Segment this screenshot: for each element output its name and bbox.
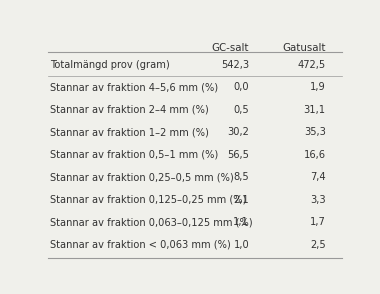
Text: 1,7: 1,7 [310,217,326,227]
Text: Stannar av fraktion 1–2 mm (%): Stannar av fraktion 1–2 mm (%) [51,127,209,137]
Text: 35,3: 35,3 [304,127,326,137]
Text: 2,5: 2,5 [310,240,326,250]
Text: Totalmängd prov (gram): Totalmängd prov (gram) [51,60,170,70]
Text: Stannar av fraktion 0,125–0,25 mm (%): Stannar av fraktion 0,125–0,25 mm (%) [51,195,247,205]
Text: 16,6: 16,6 [304,150,326,160]
Text: 30,2: 30,2 [227,127,249,137]
Text: 7,4: 7,4 [310,172,326,182]
Text: 8,5: 8,5 [234,172,249,182]
Text: 1,9: 1,9 [310,82,326,92]
Text: Gatusalt: Gatusalt [282,43,326,53]
Text: 0,0: 0,0 [234,82,249,92]
Text: 3,3: 3,3 [310,195,326,205]
Text: Stannar av fraktion 0,5–1 mm (%): Stannar av fraktion 0,5–1 mm (%) [51,150,219,160]
Text: Stannar av fraktion 0,063–0,125 mm (%): Stannar av fraktion 0,063–0,125 mm (%) [51,217,253,227]
Text: GC-salt: GC-salt [212,43,249,53]
Text: 542,3: 542,3 [221,60,249,70]
Text: 0,5: 0,5 [234,105,249,115]
Text: Stannar av fraktion 4–5,6 mm (%): Stannar av fraktion 4–5,6 mm (%) [51,82,218,92]
Text: Stannar av fraktion 2–4 mm (%): Stannar av fraktion 2–4 mm (%) [51,105,209,115]
Text: 2,1: 2,1 [233,195,249,205]
Text: 1,0: 1,0 [233,240,249,250]
Text: Stannar av fraktion < 0,063 mm (%): Stannar av fraktion < 0,063 mm (%) [51,240,231,250]
Text: 472,5: 472,5 [298,60,326,70]
Text: 1,1: 1,1 [233,217,249,227]
Text: 56,5: 56,5 [227,150,249,160]
Text: 31,1: 31,1 [304,105,326,115]
Text: Stannar av fraktion 0,25–0,5 mm (%): Stannar av fraktion 0,25–0,5 mm (%) [51,172,234,182]
